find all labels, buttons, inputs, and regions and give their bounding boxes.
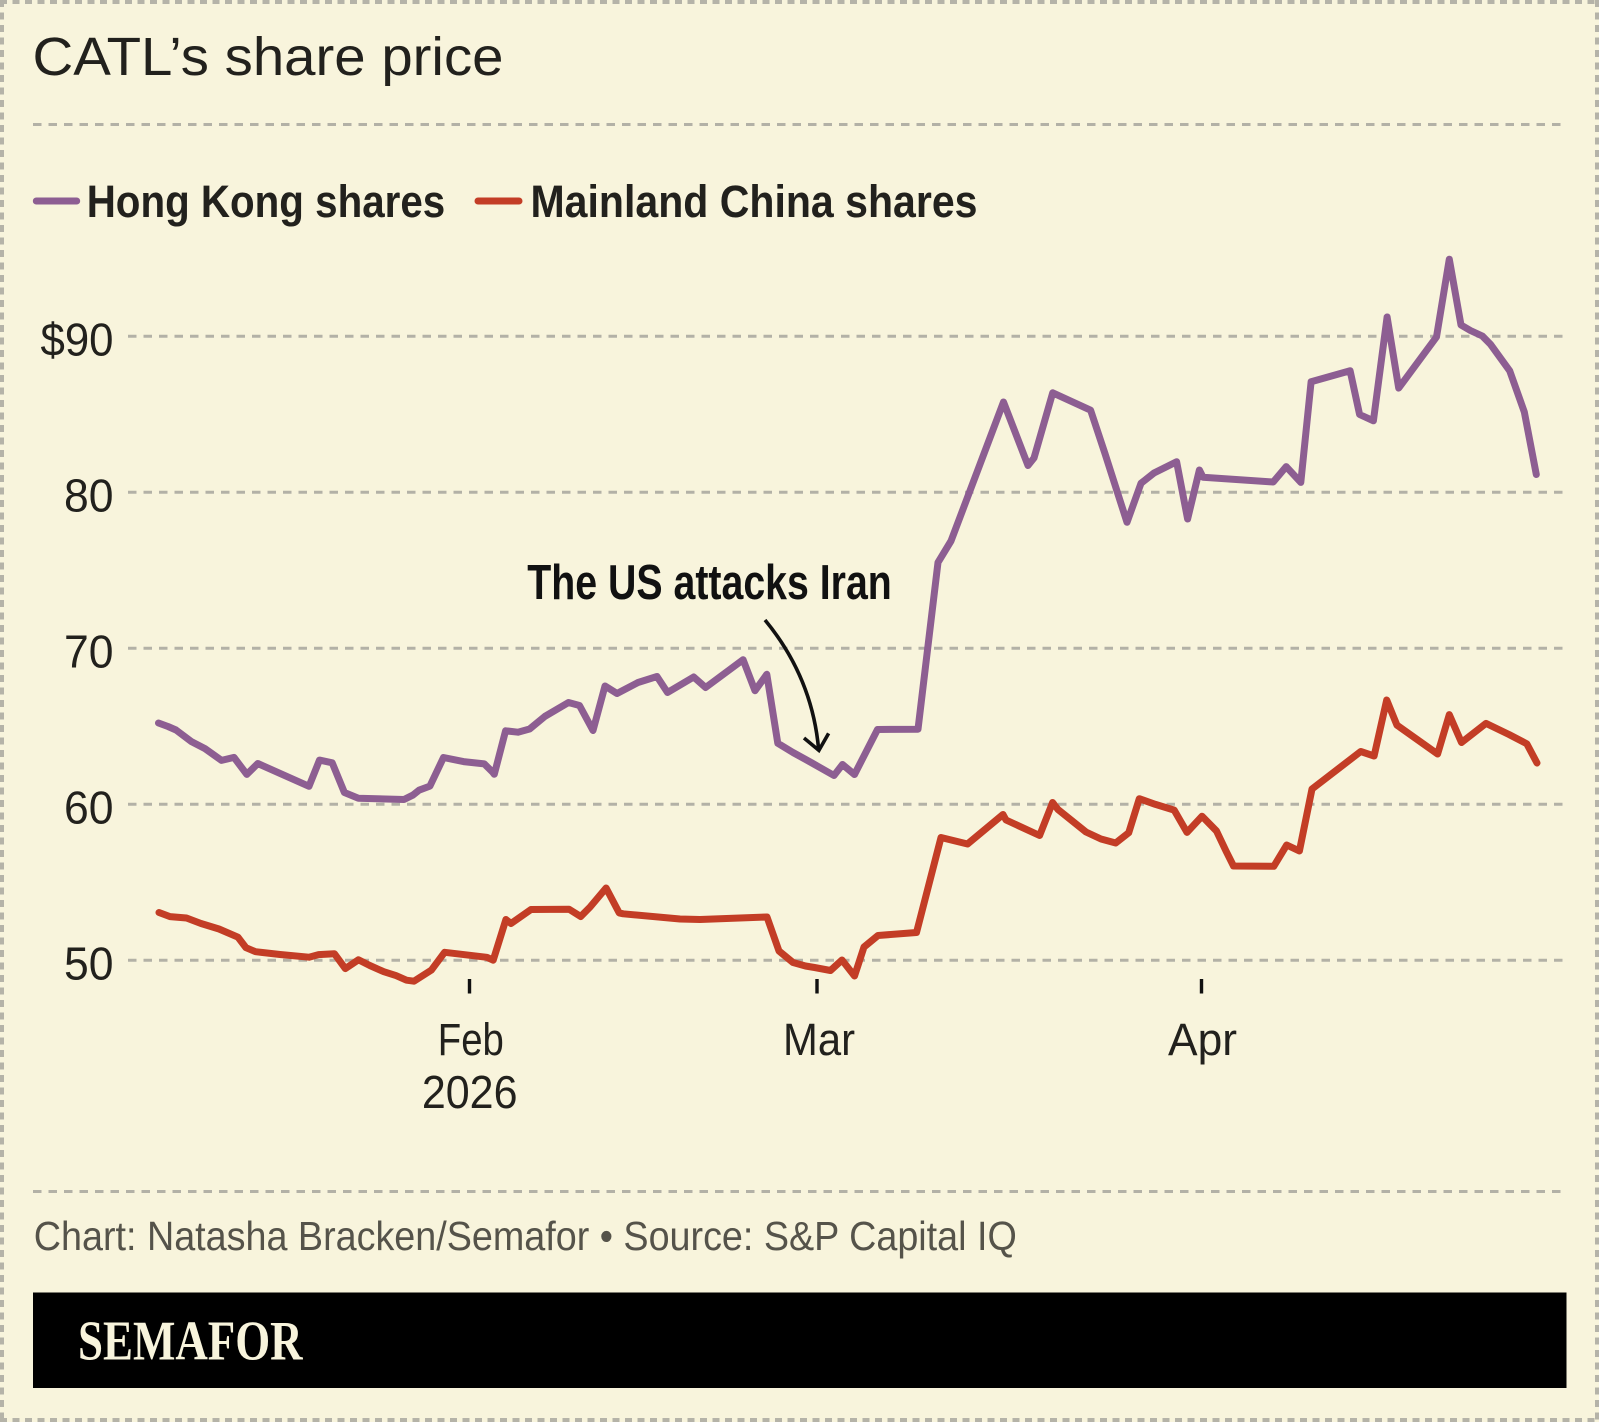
svg-text:70: 70 xyxy=(64,626,114,678)
svg-text:Apr: Apr xyxy=(1168,1014,1237,1065)
svg-text:Feb: Feb xyxy=(438,1014,504,1065)
svg-text:Mar: Mar xyxy=(783,1014,855,1065)
svg-text:Mainland China shares: Mainland China shares xyxy=(531,176,978,227)
svg-text:60: 60 xyxy=(64,782,114,834)
svg-text:Chart: Natasha Bracken/Semafor: Chart: Natasha Bracken/Semafor • Source:… xyxy=(34,1213,1017,1259)
svg-text:The US attacks Iran: The US attacks Iran xyxy=(527,555,892,610)
svg-text:CATL’s share price: CATL’s share price xyxy=(33,27,504,87)
svg-text:SEMAFOR: SEMAFOR xyxy=(78,1310,303,1372)
svg-text:$90: $90 xyxy=(41,314,114,366)
svg-text:Hong Kong shares: Hong Kong shares xyxy=(87,176,446,227)
svg-text:2026: 2026 xyxy=(422,1066,518,1118)
svg-text:80: 80 xyxy=(64,470,114,522)
svg-text:50: 50 xyxy=(64,938,114,990)
